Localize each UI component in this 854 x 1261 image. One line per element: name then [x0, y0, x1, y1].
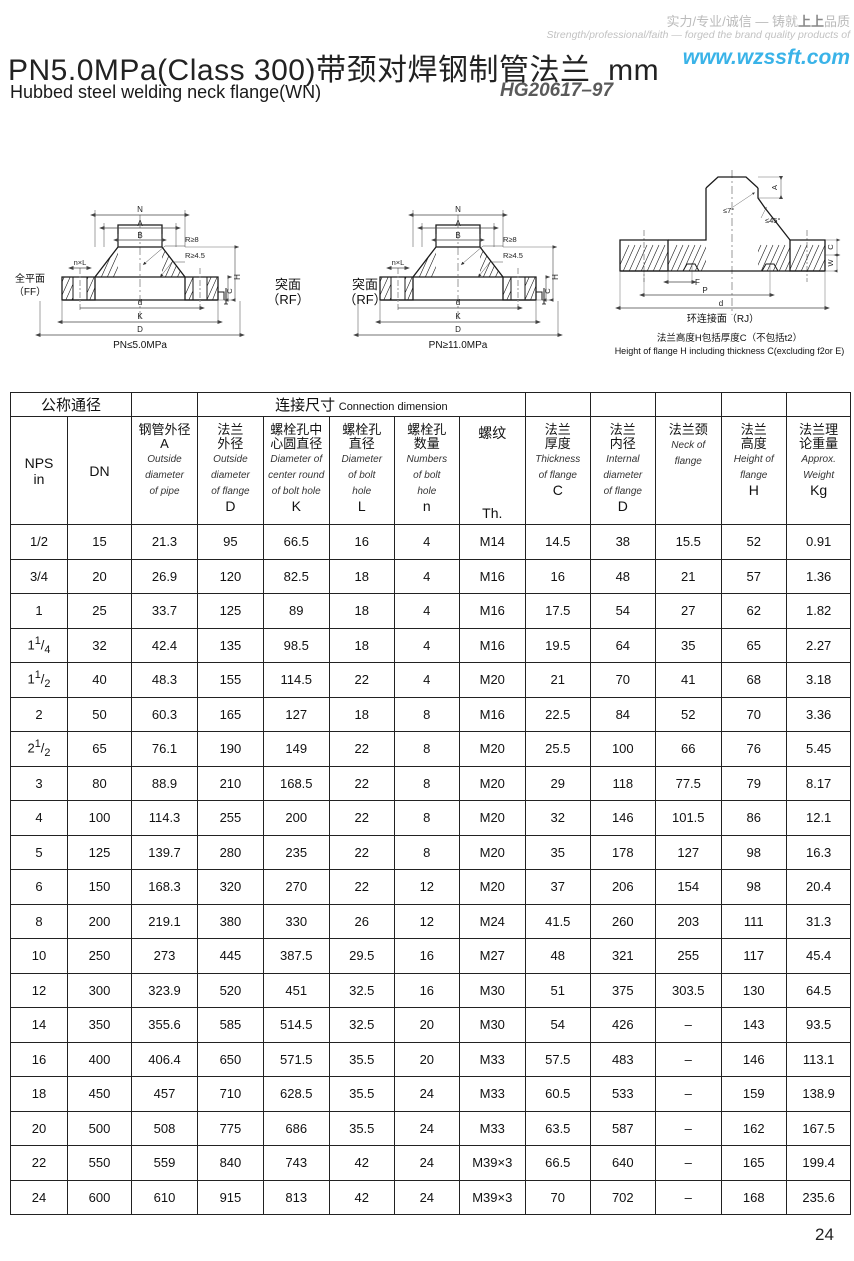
- svg-text:（FF）: （FF）: [14, 286, 46, 298]
- svg-text:C: C: [225, 288, 234, 294]
- svg-text:B: B: [455, 231, 460, 240]
- svg-text:A: A: [137, 219, 143, 228]
- svg-text:PN≥11.0MPa: PN≥11.0MPa: [429, 340, 488, 351]
- svg-text:A: A: [770, 185, 779, 190]
- svg-text:K: K: [455, 312, 461, 321]
- svg-text:R≥4.5: R≥4.5: [503, 251, 523, 260]
- svg-text:D: D: [137, 325, 143, 334]
- svg-text:≤45°: ≤45°: [765, 216, 780, 225]
- svg-text:H: H: [551, 274, 560, 280]
- svg-text:B: B: [137, 231, 142, 240]
- svg-text:F: F: [695, 278, 700, 287]
- svg-text:N: N: [455, 205, 461, 214]
- svg-text:N: N: [137, 205, 143, 214]
- svg-text:d: d: [138, 298, 142, 307]
- svg-text:d: d: [456, 298, 460, 307]
- svg-text:C: C: [826, 244, 835, 250]
- svg-text:≤7°: ≤7°: [723, 206, 734, 215]
- svg-text:环连接面（RJ）: 环连接面（RJ）: [687, 312, 759, 325]
- svg-text:n×L: n×L: [392, 258, 405, 267]
- svg-text:R≥8: R≥8: [185, 235, 199, 244]
- svg-text:A: A: [455, 219, 461, 228]
- svg-text:D: D: [455, 325, 461, 334]
- svg-text:n×L: n×L: [74, 258, 87, 267]
- svg-text:K: K: [137, 312, 143, 321]
- svg-text:W: W: [826, 259, 835, 267]
- svg-text:d: d: [719, 299, 723, 308]
- svg-text:C: C: [543, 288, 552, 294]
- svg-text:R≥4.5: R≥4.5: [185, 251, 205, 260]
- svg-text:PN≤5.0MPa: PN≤5.0MPa: [113, 340, 167, 351]
- svg-text:全平面: 全平面: [15, 272, 45, 285]
- svg-text:H: H: [233, 274, 242, 280]
- svg-text:R≥8: R≥8: [503, 235, 517, 244]
- svg-text:P: P: [702, 286, 707, 295]
